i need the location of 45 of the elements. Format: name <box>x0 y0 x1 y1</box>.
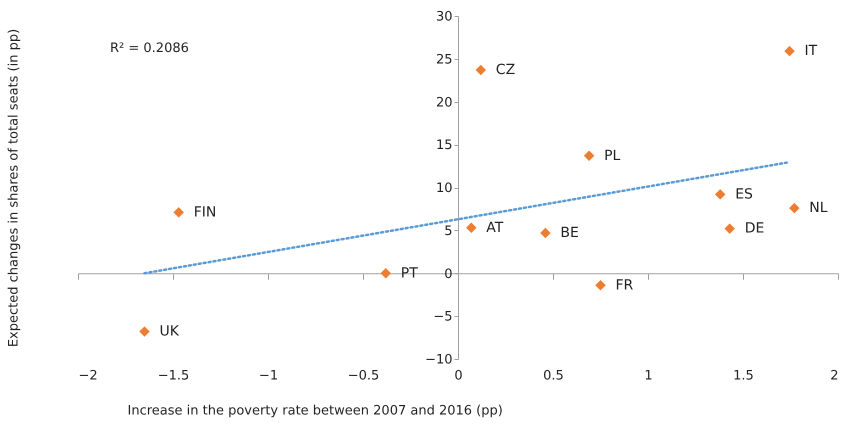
point <box>595 280 606 290</box>
point <box>139 326 150 337</box>
x-tick-label: 1.5 <box>733 368 754 384</box>
annotation: UK <box>160 324 180 340</box>
x-tick-label: −0.5 <box>348 368 380 384</box>
point <box>466 222 477 234</box>
annotation: DE <box>744 220 764 237</box>
y-tick-label: 30 <box>436 10 452 24</box>
x-tick-label: 2 <box>830 368 838 384</box>
y-tick-label: 5 <box>444 224 452 239</box>
y-tick-label: 0 <box>444 266 452 282</box>
annotation: CZ <box>496 62 516 78</box>
annotation: NL <box>809 200 828 216</box>
annotation: FR <box>616 277 634 294</box>
point <box>789 202 800 214</box>
annotation: FIN <box>194 204 216 220</box>
point <box>784 46 795 56</box>
y-tick-label: 20 <box>436 95 452 110</box>
y-tick-label: 15 <box>436 138 452 154</box>
point <box>724 223 735 234</box>
annotation: ES <box>735 186 754 202</box>
x-tick-label: −1.5 <box>158 368 190 384</box>
point <box>584 150 594 162</box>
point <box>714 189 726 200</box>
x-tick-label: −2 <box>78 368 98 384</box>
point <box>476 64 486 76</box>
x-axis-title: Increase in the poverty rate between 2007 and 2016 (pp) <box>128 404 503 418</box>
annotation: AT <box>486 220 504 236</box>
y-tick-label: −5 <box>433 310 452 325</box>
annotation: R² = 0.2086 <box>110 41 189 56</box>
y-tick-label: 10 <box>436 181 452 196</box>
annotation: BE <box>560 224 579 241</box>
annotation: IT <box>804 43 818 60</box>
y-axis-title: Expected changes in shares of total seats (in pp) <box>6 28 22 348</box>
x-tick-label: 1 <box>644 368 653 384</box>
annotation: PL <box>604 148 621 164</box>
y-tick-label: −10 <box>425 352 452 368</box>
point <box>380 268 392 278</box>
point <box>173 207 184 218</box>
x-tick-label: 0.5 <box>543 368 564 384</box>
x-tick-label: 0 <box>454 368 463 384</box>
point <box>540 228 551 238</box>
annotation: PT <box>400 265 418 282</box>
x-tick-label: −1 <box>258 368 278 384</box>
y-tick-label: 25 <box>436 52 452 68</box>
